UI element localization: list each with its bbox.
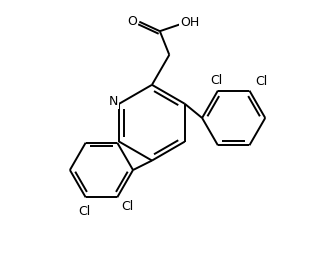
Text: Cl: Cl xyxy=(78,205,90,218)
Text: Cl: Cl xyxy=(255,75,268,88)
Text: Cl: Cl xyxy=(210,74,222,87)
Text: OH: OH xyxy=(180,16,200,29)
Text: N: N xyxy=(109,95,118,108)
Text: O: O xyxy=(127,15,137,28)
Text: Cl: Cl xyxy=(121,200,133,213)
